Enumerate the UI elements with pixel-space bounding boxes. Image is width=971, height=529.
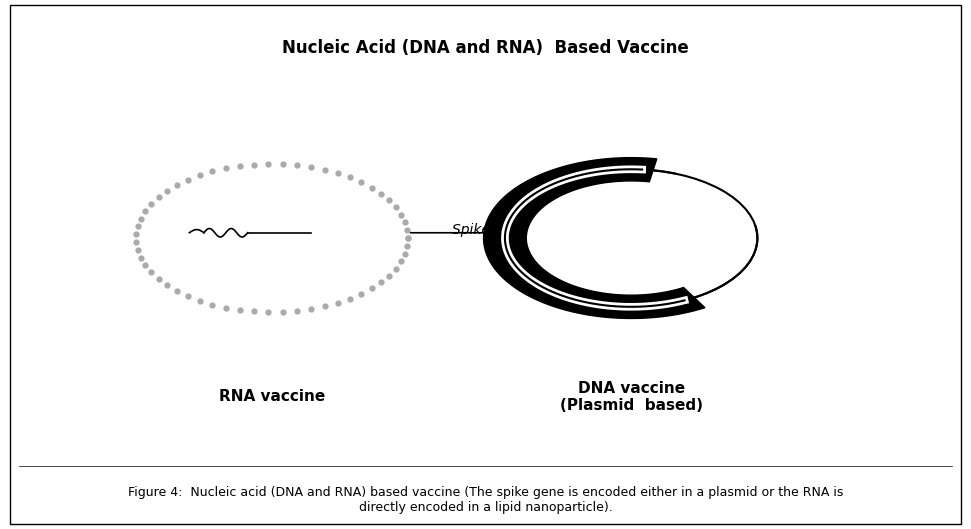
Text: DNA vaccine
(Plasmid  based): DNA vaccine (Plasmid based) [559, 380, 703, 413]
Polygon shape [484, 158, 705, 318]
Text: RNA vaccine: RNA vaccine [218, 389, 325, 404]
Circle shape [505, 169, 757, 307]
Text: Spike gene: Spike gene [452, 223, 528, 237]
Text: Figure 4:  Nucleic acid (DNA and RNA) based vaccine (The spike gene is encoded e: Figure 4: Nucleic acid (DNA and RNA) bas… [128, 486, 843, 514]
Text: Nucleic Acid (DNA and RNA)  Based Vaccine: Nucleic Acid (DNA and RNA) Based Vaccine [283, 39, 688, 57]
